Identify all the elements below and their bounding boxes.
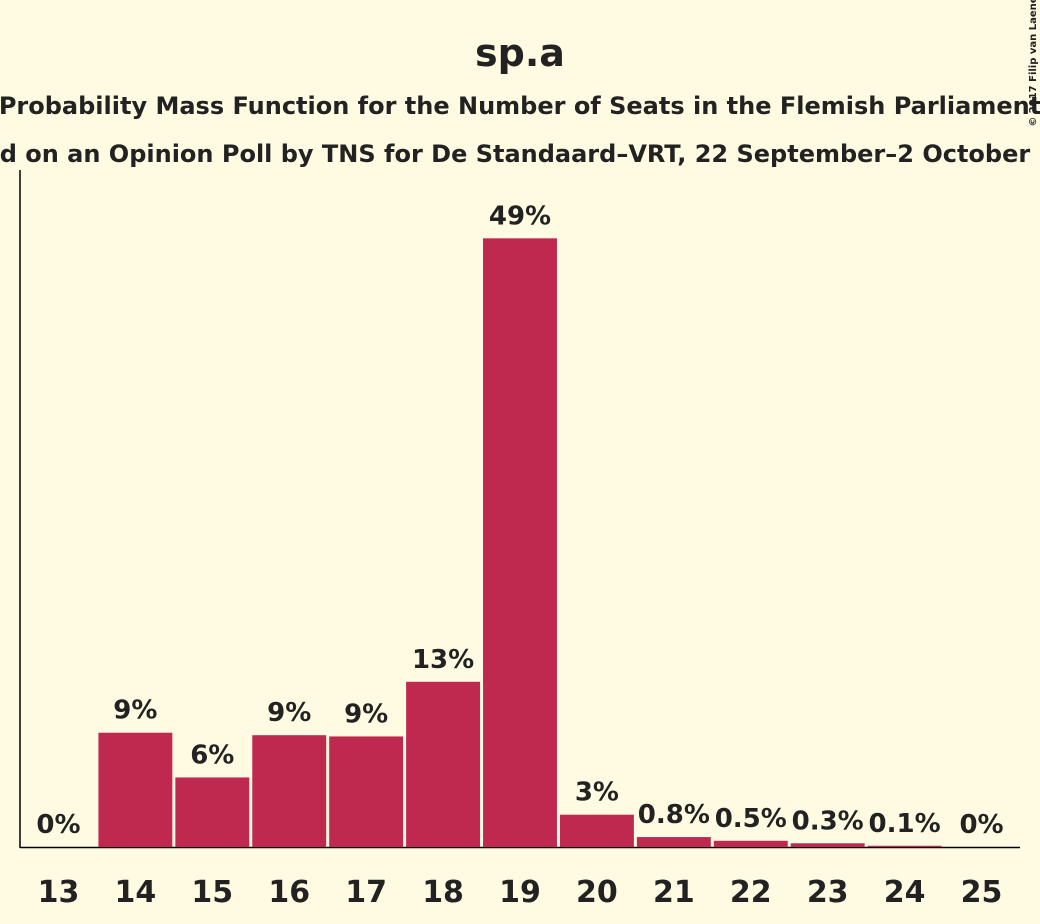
x-tick-label: 18: [422, 875, 464, 910]
x-tick-label: 14: [115, 875, 157, 910]
chart-title: sp.a: [475, 31, 565, 75]
value-label: 0.8%: [638, 800, 710, 830]
x-tick-label: 21: [653, 875, 695, 910]
bar: [790, 843, 865, 847]
chart-subtitle: Based on an Opinion Poll by TNS for De S…: [0, 140, 1040, 168]
bar: [483, 238, 557, 847]
bar: [713, 840, 788, 847]
bar: [406, 681, 481, 847]
x-tick-label: 22: [730, 875, 772, 910]
bar: [98, 732, 173, 847]
value-label: 9%: [344, 699, 388, 729]
bar: [559, 814, 634, 847]
value-label: 0%: [959, 810, 1003, 840]
chart-subtitle: Probability Mass Function for the Number…: [0, 92, 1040, 120]
value-label: 0.1%: [869, 809, 941, 839]
x-tick-label: 19: [499, 875, 541, 910]
value-label: 13%: [412, 645, 474, 675]
x-tick-label: 20: [576, 875, 618, 910]
value-label: 49%: [489, 201, 551, 231]
credit: © 2017 Filip van Laenen: [1028, 0, 1039, 127]
value-label: 0%: [36, 810, 80, 840]
x-tick-label: 17: [345, 875, 387, 910]
bar: [329, 736, 404, 847]
bar: [252, 735, 327, 847]
x-tick-label: 15: [191, 875, 233, 910]
value-label: 3%: [575, 778, 619, 808]
value-label: 9%: [113, 696, 157, 726]
bar: [867, 845, 942, 847]
value-label: 0.5%: [715, 804, 787, 834]
x-tick-label: 13: [38, 875, 80, 910]
x-tick-label: 24: [884, 875, 926, 910]
value-label: 6%: [190, 740, 234, 770]
bar: [636, 837, 711, 847]
value-label: 0.3%: [792, 806, 864, 836]
bar: [175, 777, 250, 847]
x-tick-label: 25: [961, 875, 1003, 910]
x-tick-label: 23: [807, 875, 849, 910]
x-tick-label: 16: [268, 875, 310, 910]
value-label: 9%: [267, 698, 311, 728]
